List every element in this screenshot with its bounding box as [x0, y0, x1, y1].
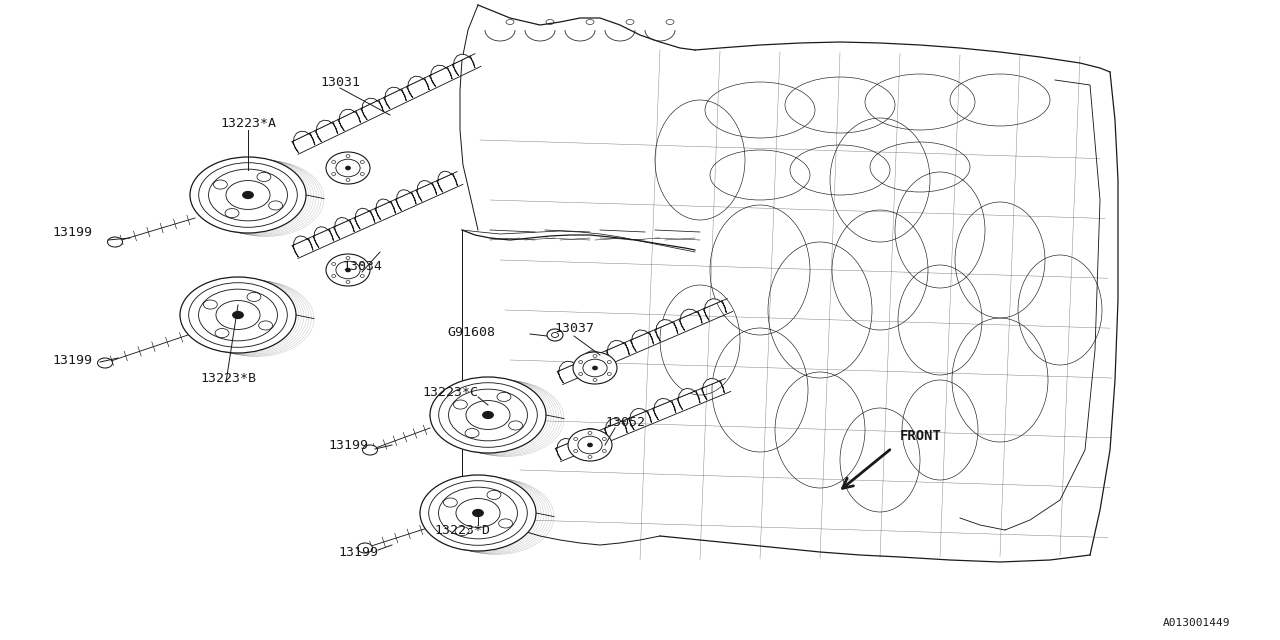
Ellipse shape	[326, 254, 370, 286]
Polygon shape	[338, 109, 361, 131]
Text: 13199: 13199	[328, 438, 369, 451]
Polygon shape	[333, 218, 355, 239]
Polygon shape	[604, 419, 627, 440]
Ellipse shape	[573, 352, 617, 384]
Ellipse shape	[346, 268, 351, 271]
Ellipse shape	[243, 191, 253, 198]
Polygon shape	[292, 131, 315, 153]
Polygon shape	[653, 398, 676, 420]
Polygon shape	[703, 299, 727, 321]
Text: FRONT: FRONT	[900, 429, 942, 443]
Text: 13037: 13037	[554, 321, 594, 335]
Ellipse shape	[588, 444, 593, 447]
Ellipse shape	[472, 509, 484, 516]
Text: 13223*B: 13223*B	[200, 371, 256, 385]
Text: 13199: 13199	[52, 353, 92, 367]
Polygon shape	[581, 351, 605, 372]
Ellipse shape	[108, 237, 123, 247]
Ellipse shape	[233, 312, 243, 319]
Ellipse shape	[357, 543, 372, 553]
Ellipse shape	[568, 429, 612, 461]
Polygon shape	[654, 319, 678, 341]
Polygon shape	[355, 208, 375, 229]
Text: 13031: 13031	[320, 76, 360, 88]
Polygon shape	[605, 340, 630, 362]
Ellipse shape	[189, 157, 306, 233]
Ellipse shape	[362, 445, 378, 455]
Polygon shape	[628, 408, 652, 430]
Ellipse shape	[430, 377, 547, 453]
Polygon shape	[678, 309, 703, 331]
Polygon shape	[452, 54, 475, 76]
Polygon shape	[436, 171, 457, 192]
Text: 13223*D: 13223*D	[434, 524, 490, 536]
Polygon shape	[361, 98, 384, 120]
Text: 13223*A: 13223*A	[220, 116, 276, 129]
Polygon shape	[375, 199, 396, 220]
Polygon shape	[384, 87, 406, 109]
Polygon shape	[677, 388, 700, 410]
Polygon shape	[429, 65, 452, 87]
Polygon shape	[701, 378, 724, 400]
Text: 13199: 13199	[338, 547, 378, 559]
Ellipse shape	[483, 412, 493, 419]
Text: 13052: 13052	[605, 415, 645, 429]
Ellipse shape	[326, 152, 370, 184]
Ellipse shape	[97, 358, 113, 368]
Polygon shape	[416, 180, 436, 202]
Polygon shape	[406, 76, 429, 98]
Ellipse shape	[593, 366, 598, 370]
Polygon shape	[315, 120, 338, 142]
Polygon shape	[292, 236, 314, 257]
Polygon shape	[557, 361, 581, 383]
Text: 13199: 13199	[52, 225, 92, 239]
Ellipse shape	[420, 475, 536, 551]
Text: G91608: G91608	[447, 326, 495, 339]
Ellipse shape	[346, 166, 351, 170]
Polygon shape	[580, 428, 603, 450]
Polygon shape	[396, 189, 416, 211]
Ellipse shape	[180, 277, 296, 353]
Text: 13223*C: 13223*C	[422, 385, 477, 399]
Text: A013001449: A013001449	[1162, 618, 1230, 628]
Polygon shape	[312, 227, 334, 248]
Polygon shape	[630, 330, 654, 352]
Text: 13034: 13034	[342, 259, 381, 273]
Polygon shape	[556, 438, 579, 460]
